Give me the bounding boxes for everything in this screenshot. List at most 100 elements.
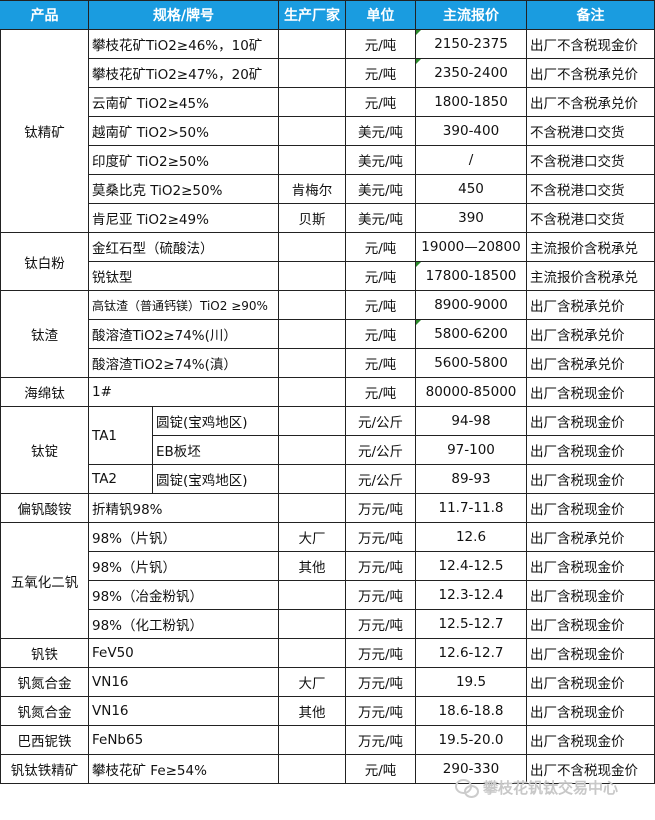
note-cell: 出厂含税承兑价 xyxy=(526,319,655,349)
note-cell: 出厂含税现金价 xyxy=(526,377,655,407)
grade-cell: TA2 xyxy=(88,464,153,494)
note-cell: 出厂含税现金价 xyxy=(526,609,655,639)
maker-cell: 大厂 xyxy=(278,522,346,552)
unit-cell: 元/吨 xyxy=(345,348,416,378)
price-value: 2150-2375 xyxy=(434,36,508,52)
price-value: / xyxy=(468,152,474,168)
watermark-text: 攀枝花钒钛交易中心 xyxy=(483,779,619,797)
table-row: 钛渣 高钛渣（普通钙镁）TiO2 ≥90% 元/吨 8900-9000 出厂含税承兑价 xyxy=(0,290,655,378)
price-cell: 8900-9000 xyxy=(415,290,527,320)
price-cell: 1800-1850 xyxy=(415,87,527,117)
price-cell: 2350-2400 xyxy=(415,58,527,88)
maker-cell xyxy=(278,493,346,523)
unit-cell: 万元/吨 xyxy=(345,725,416,755)
spec-cell: 酸溶渣TiO2≥74%(滇） xyxy=(88,348,279,378)
spec-cell: 云南矿 TiO2≥45% xyxy=(88,87,279,117)
note-cell: 出厂含税现金价 xyxy=(526,696,655,726)
table-row: 莫桑比克 TiO2≥50% 肯梅尔 美元/吨 450 不含税港口交货 xyxy=(1,174,655,204)
spec-cell: VN16 xyxy=(88,667,279,697)
comment-flag-icon xyxy=(416,30,421,35)
price-cell: 390 xyxy=(415,203,527,233)
product-cell: 钛精矿 xyxy=(0,29,89,233)
price-cell: 19.5 xyxy=(415,667,527,697)
price-cell: 97-100 xyxy=(415,435,527,465)
product-cell: 偏钒酸铵 xyxy=(0,493,89,523)
maker-cell xyxy=(278,290,346,320)
maker-cell xyxy=(278,261,346,291)
table-row: 肯尼亚 TiO2≥49% 贝斯 美元/吨 390 不含税港口交货 xyxy=(1,203,655,233)
price-value: 390-400 xyxy=(442,123,500,139)
note-cell: 出厂不含税承兑价 xyxy=(526,58,655,88)
spec-cell: 98%（冶金粉钒） xyxy=(88,580,279,610)
table-row: 海绵钛 1# 元/吨 80000-85000 出厂含税现金价 xyxy=(0,377,655,407)
unit-cell: 元/吨 xyxy=(345,261,416,291)
spec-cell: 越南矿 TiO2>50% xyxy=(88,116,279,146)
maker-cell xyxy=(278,435,346,465)
spec-cell: 圆锭(宝鸡地区) xyxy=(152,406,279,436)
maker-cell xyxy=(278,58,346,88)
price-value: 1800-1850 xyxy=(434,94,508,110)
price-cell: 450 xyxy=(415,174,527,204)
maker-cell xyxy=(278,638,346,668)
comment-flag-icon xyxy=(416,320,421,325)
maker-cell xyxy=(278,348,346,378)
table-row: 攀枝花矿TiO2≥47%，20矿 元/吨 2350-2400 出厂不含税承兑价 xyxy=(1,58,655,88)
spec-cell: FeV50 xyxy=(88,638,279,668)
product-cell: 五氧化二钒 xyxy=(0,522,89,639)
table-row: 98%（冶金粉钒） 万元/吨 12.3-12.4 出厂含税现金价 xyxy=(1,580,655,610)
product-cell: 钛锭 xyxy=(0,406,89,494)
maker-cell xyxy=(278,377,346,407)
table-row: 钛精矿 攀枝花矿TiO2≥46%，10矿 元/吨 2150-2375 出厂不含税现金价 xyxy=(0,29,655,233)
price-value: 94-98 xyxy=(451,413,491,429)
price-value: 390 xyxy=(458,210,484,226)
price-value: 89-93 xyxy=(451,471,491,487)
unit-cell: 万元/吨 xyxy=(345,522,416,552)
price-table: 产品 规格/牌号 生产厂家 单位 主流报价 备注 钛精矿 攀枝花矿TiO2≥46%… xyxy=(0,0,655,784)
note-cell: 不含税港口交货 xyxy=(526,145,655,175)
product-cell: 钒氮合金 xyxy=(0,667,89,697)
product-cell: 钒铁 xyxy=(0,638,89,668)
table-row: 酸溶渣TiO2≥74%(川） 元/吨 5800-6200 出厂含税承兑价 xyxy=(1,319,655,349)
price-value: 12.3-12.4 xyxy=(438,587,504,603)
header-maker: 生产厂家 xyxy=(278,0,346,30)
note-cell: 出厂含税现金价 xyxy=(526,464,655,494)
spec-cell: 锐钛型 xyxy=(88,261,279,291)
maker-cell xyxy=(278,754,346,784)
wechat-icon xyxy=(455,778,479,798)
table-row: 钒铁 FeV50 万元/吨 12.6-12.7 出厂含税现金价 xyxy=(0,638,655,668)
maker-cell: 肯梅尔 xyxy=(278,174,346,204)
note-cell: 出厂不含税承兑价 xyxy=(526,87,655,117)
spec-cell: 肯尼亚 TiO2≥49% xyxy=(88,203,279,233)
note-cell: 出厂含税现金价 xyxy=(526,435,655,465)
maker-cell xyxy=(278,232,346,262)
note-cell: 主流报价含税承兑 xyxy=(526,232,655,262)
note-cell: 出厂含税承兑价 xyxy=(526,290,655,320)
spec-cell: EB板坯 xyxy=(152,435,279,465)
spec-cell: FeNb65 xyxy=(88,725,279,755)
maker-cell: 其他 xyxy=(278,551,346,581)
note-cell: 出厂含税现金价 xyxy=(526,725,655,755)
price-cell: 5800-6200 xyxy=(415,319,527,349)
unit-cell: 元/吨 xyxy=(345,87,416,117)
table-row: 钒氮合金 VN16 其他 万元/吨 18.6-18.8 出厂含税现金价 xyxy=(0,696,655,726)
table-row: 印度矿 TiO2≥50% 美元/吨 / 不含税港口交货 xyxy=(1,145,655,175)
maker-cell xyxy=(278,406,346,436)
unit-cell: 万元/吨 xyxy=(345,493,416,523)
price-cell: 2150-2375 xyxy=(415,29,527,59)
price-cell: 5600-5800 xyxy=(415,348,527,378)
price-value: 12.4-12.5 xyxy=(438,558,504,574)
note-cell: 出厂含税现金价 xyxy=(526,667,655,697)
header-spec: 规格/牌号 xyxy=(88,0,279,30)
watermark: 攀枝花钒钛交易中心 xyxy=(455,777,618,798)
table-row: 越南矿 TiO2>50% 美元/吨 390-400 不含税港口交货 xyxy=(1,116,655,146)
table-row: 云南矿 TiO2≥45% 元/吨 1800-1850 出厂不含税承兑价 xyxy=(1,87,655,117)
product-cell: 钒氮合金 xyxy=(0,696,89,726)
table-row: 钛白粉 金红石型（硫酸法） 元/吨 19000—20800 主流报价含税承兑 xyxy=(0,232,655,291)
price-cell: 18.6-18.8 xyxy=(415,696,527,726)
header-product: 产品 xyxy=(0,0,89,30)
note-cell: 出厂含税现金价 xyxy=(526,406,655,436)
price-cell: 80000-85000 xyxy=(415,377,527,407)
price-value: 80000-85000 xyxy=(425,384,517,400)
spec-cell: 金红石型（硫酸法） xyxy=(88,232,279,262)
table-body: 钛精矿 攀枝花矿TiO2≥46%，10矿 元/吨 2150-2375 出厂不含税现金价攀… xyxy=(0,29,655,784)
